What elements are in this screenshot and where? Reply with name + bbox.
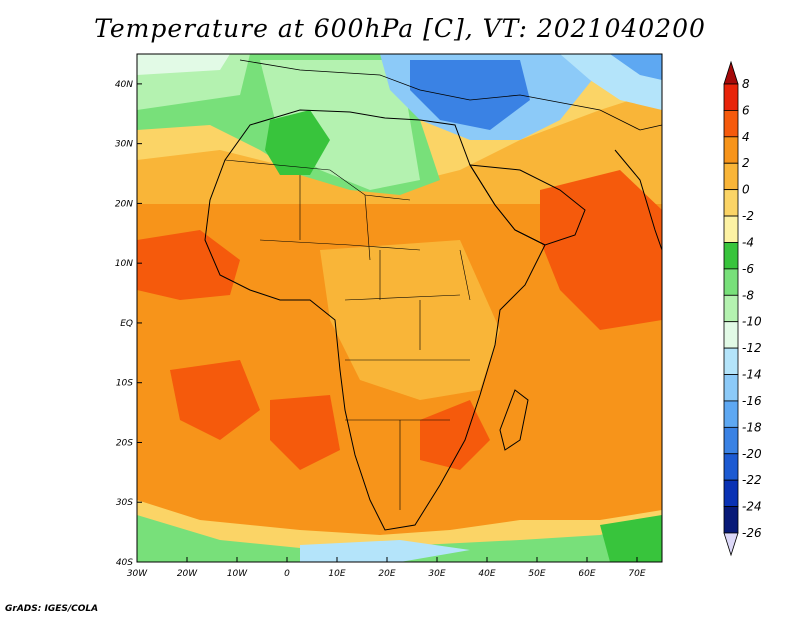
lon-tick-label: 50E xyxy=(528,569,545,579)
lat-tick-label: 40S xyxy=(116,558,133,568)
country-borders xyxy=(224,159,471,510)
colorbar-swatch xyxy=(723,400,739,428)
colorbar-label: -2 xyxy=(742,209,754,223)
lat-tick-label: 30N xyxy=(115,140,133,150)
colorbar-label: 4 xyxy=(742,130,750,144)
colorbar-swatch xyxy=(723,83,739,111)
credit-footer: GrADS: IGES/COLA xyxy=(5,604,99,614)
map-title: Temperature at 600hPa [C], VT: 202104020… xyxy=(94,14,706,43)
colorbar-label: -16 xyxy=(742,394,762,408)
lat-tick-label: 10N xyxy=(115,259,133,269)
africa-coastline xyxy=(204,109,546,531)
colorbar-swatch xyxy=(723,268,739,296)
lon-tick-label: 30W xyxy=(127,569,148,579)
lon-tick-label: 20W xyxy=(177,569,198,579)
lon-tick-label: 60E xyxy=(578,569,595,579)
colorbar-swatch xyxy=(723,110,739,138)
colorbar-label: -4 xyxy=(742,235,754,249)
lat-tick-label: 20N xyxy=(115,199,133,209)
colorbar-swatch xyxy=(723,321,739,349)
field-sahara-cool xyxy=(260,60,420,190)
lon-tick-label: 20E xyxy=(378,569,395,579)
colorbar-swatch xyxy=(723,347,739,375)
colorbar-label: -18 xyxy=(742,420,762,434)
colorbar-swatch xyxy=(723,426,739,455)
field-arabian-sea-warm xyxy=(540,170,662,330)
colorbar-swatch xyxy=(723,136,739,164)
colorbar-label: -14 xyxy=(742,368,762,382)
colorbar: 8 6 4 2 0 -2 -4 -6 -8 -10 -12 -14 -16 -18 -20 -22 -24 -26 xyxy=(723,60,762,557)
colorbar-swatch xyxy=(723,294,739,323)
colorbar-label: 8 xyxy=(742,77,750,91)
field-south-atlantic-warm xyxy=(170,360,260,440)
lon-tick-label: 10E xyxy=(328,569,345,579)
colorbar-swatch xyxy=(723,506,739,534)
colorbar-bottom-arrow xyxy=(723,532,739,557)
colorbar-swatch xyxy=(723,162,739,191)
colorbar-swatch xyxy=(723,453,739,481)
map-frame xyxy=(136,53,663,563)
arabia-coastline xyxy=(469,164,586,246)
latitude-axis: 40N 30N 20N 10N EQ 10S 20S 30S 40S xyxy=(115,80,142,568)
colorbar-label: -20 xyxy=(742,447,762,461)
lat-tick-label: 30S xyxy=(116,498,133,508)
madagascar-coastline xyxy=(499,389,529,451)
colorbar-swatch xyxy=(723,242,739,270)
colorbar-label: -22 xyxy=(742,473,762,487)
lon-tick-label: 0 xyxy=(284,569,290,579)
lon-tick-label: 40E xyxy=(478,569,495,579)
colorbar-label: -8 xyxy=(742,288,754,302)
lat-tick-label: 40N xyxy=(115,80,133,90)
field-sahara-green xyxy=(265,110,330,175)
field-south-east-green xyxy=(600,515,662,562)
colorbar-swatch xyxy=(723,189,739,217)
lat-tick-label: EQ xyxy=(120,319,133,329)
map-field xyxy=(137,54,662,562)
colorbar-swatch xyxy=(723,215,739,243)
europe-asia-coastline xyxy=(239,59,662,131)
colorbar-swatch xyxy=(723,479,739,507)
colorbar-label: -26 xyxy=(742,526,762,540)
lon-tick-label: 30E xyxy=(428,569,445,579)
field-south-atlantic-warm-2 xyxy=(270,395,340,470)
colorbar-label: -12 xyxy=(742,341,762,355)
field-med-coldest xyxy=(410,60,530,130)
lon-tick-label: 70E xyxy=(628,569,645,579)
colorbar-label: -6 xyxy=(742,262,754,276)
field-south-green xyxy=(137,515,662,562)
colorbar-label: 2 xyxy=(742,156,750,170)
field-atlantic-coldest xyxy=(137,54,230,75)
lat-tick-label: 10S xyxy=(116,379,133,389)
colorbar-label: 0 xyxy=(742,183,750,197)
colorbar-label: -24 xyxy=(742,500,762,514)
lat-tick-label: 20S xyxy=(116,438,133,448)
lon-tick-label: 10W xyxy=(227,569,248,579)
field-west-africa-warm xyxy=(137,230,240,300)
longitude-axis: 30W 20W 10W 0 10E 20E 30E 40E 50E 60E 70E xyxy=(127,557,646,579)
colorbar-label: 6 xyxy=(742,103,750,117)
field-ne-coldest xyxy=(610,54,662,80)
colorbar-swatch xyxy=(723,374,739,402)
colorbar-top-arrow xyxy=(723,60,739,85)
field-south-cold xyxy=(300,540,470,562)
india-coastline xyxy=(614,149,662,251)
colorbar-label: -10 xyxy=(742,315,762,329)
